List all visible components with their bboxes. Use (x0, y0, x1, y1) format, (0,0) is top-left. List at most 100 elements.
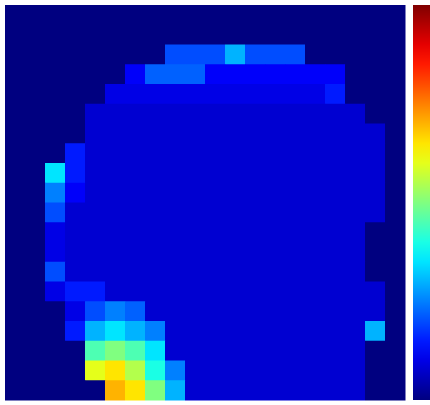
heatmap-cell (65, 380, 86, 401)
heatmap-cell (325, 44, 346, 65)
heatmap-cell (385, 5, 406, 26)
heatmap-cell (5, 64, 26, 85)
heatmap-cell (45, 340, 66, 361)
heatmap-cell (325, 202, 346, 223)
heatmap-cell (105, 261, 126, 282)
heatmap-cell (165, 143, 186, 164)
heatmap-cell (225, 242, 246, 263)
heatmap-cell (165, 380, 186, 401)
heatmap-cell (285, 222, 306, 243)
heatmap-cell (25, 202, 46, 223)
heatmap-cell (25, 360, 46, 381)
heatmap-cell (185, 44, 206, 65)
heatmap-cell (65, 281, 86, 302)
heatmap-cell (345, 123, 366, 144)
heatmap-cell (65, 143, 86, 164)
heatmap-cell (225, 44, 246, 65)
heatmap-cell (265, 380, 286, 401)
heatmap-cell (185, 242, 206, 263)
heatmap-cell (305, 202, 326, 223)
heatmap-cell (45, 163, 66, 184)
heatmap-cell (85, 222, 106, 243)
heatmap-cell (305, 24, 326, 45)
heatmap-cell (385, 202, 406, 223)
heatmap-cell (185, 5, 206, 26)
heatmap-cell (285, 182, 306, 203)
heatmap-cell (105, 143, 126, 164)
heatmap-cell (5, 261, 26, 282)
heatmap-cell (365, 64, 386, 85)
heatmap-cell (325, 281, 346, 302)
heatmap-cell (65, 24, 86, 45)
heatmap-cell (165, 222, 186, 243)
heatmap-cell (145, 202, 166, 223)
heatmap-cell (125, 44, 146, 65)
heatmap-cell (25, 84, 46, 105)
heatmap-cell (325, 103, 346, 124)
heatmap-cell (85, 143, 106, 164)
heatmap-cell (125, 24, 146, 45)
heatmap-cell (385, 44, 406, 65)
heatmap-cell (165, 202, 186, 223)
heatmap-cell (345, 261, 366, 282)
heatmap-cell (85, 380, 106, 401)
heatmap-cell (245, 143, 266, 164)
heatmap-cell (365, 380, 386, 401)
heatmap-cell (45, 281, 66, 302)
heatmap-cell (205, 222, 226, 243)
heatmap-cell (85, 103, 106, 124)
heatmap-cell (45, 84, 66, 105)
heatmap-cell (205, 5, 226, 26)
heatmap-cell (185, 123, 206, 144)
heatmap-cell (325, 380, 346, 401)
heatmap-cell (205, 143, 226, 164)
heatmap-cell (5, 202, 26, 223)
heatmap-cell (225, 143, 246, 164)
heatmap-cell (25, 123, 46, 144)
heatmap-cell (225, 281, 246, 302)
heatmap-cell (125, 182, 146, 203)
heatmap-cell (345, 5, 366, 26)
heatmap-cell (165, 24, 186, 45)
heatmap-cell (165, 182, 186, 203)
heatmap-cell (225, 123, 246, 144)
heatmap-cell (45, 202, 66, 223)
heatmap-cell (25, 222, 46, 243)
heatmap-cell (205, 44, 226, 65)
heatmap-cell (105, 340, 126, 361)
heatmap-cell (125, 103, 146, 124)
heatmap-cell (125, 64, 146, 85)
heatmap-cell (365, 202, 386, 223)
heatmap-cell (85, 321, 106, 342)
heatmap-cell (145, 222, 166, 243)
heatmap-cell (105, 84, 126, 105)
heatmap-cell (385, 103, 406, 124)
heatmap-cell (285, 143, 306, 164)
heatmap-cell (105, 163, 126, 184)
heatmap-cell (345, 143, 366, 164)
heatmap-cell (45, 261, 66, 282)
heatmap-cell (185, 281, 206, 302)
heatmap-cell (325, 24, 346, 45)
heatmap-cell (105, 182, 126, 203)
heatmap-cell (205, 182, 226, 203)
heatmap-cell (65, 163, 86, 184)
heatmap-cell (225, 380, 246, 401)
heatmap-cell (25, 301, 46, 322)
heatmap-cell (345, 281, 366, 302)
heatmap-cell (5, 103, 26, 124)
heatmap-cell (65, 103, 86, 124)
heatmap-cell (225, 64, 246, 85)
heatmap-cell (185, 84, 206, 105)
heatmap-cell (265, 44, 286, 65)
heatmap-cell (225, 360, 246, 381)
heatmap-cell (65, 202, 86, 223)
heatmap-cell (285, 84, 306, 105)
heatmap-cell (305, 340, 326, 361)
heatmap-cell (325, 360, 346, 381)
heatmap-cell (225, 182, 246, 203)
heatmap-cell (65, 123, 86, 144)
heatmap-cell (245, 163, 266, 184)
heatmap-cell (65, 340, 86, 361)
